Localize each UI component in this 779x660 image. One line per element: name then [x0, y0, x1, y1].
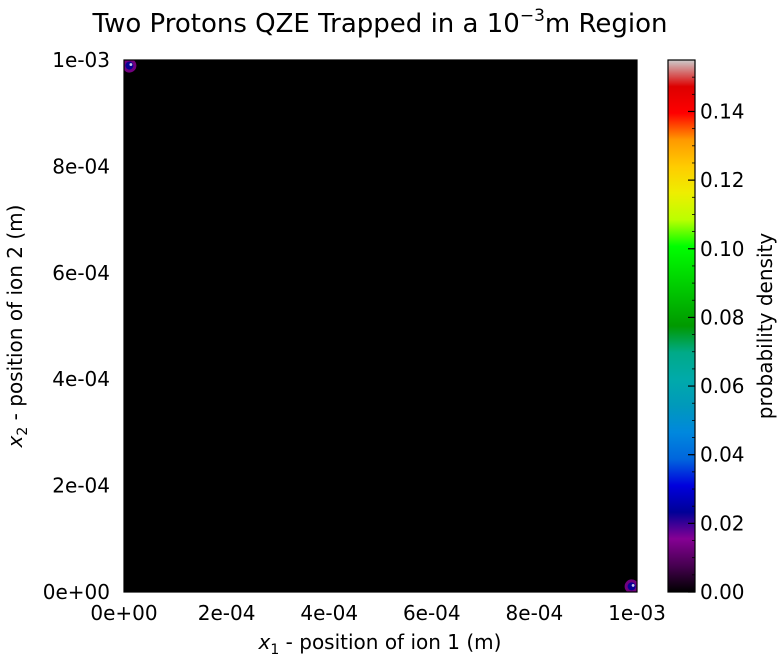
- y-tick-label: 1e-03: [52, 48, 110, 72]
- x-tick-label: 0e+00: [90, 601, 157, 625]
- colorbar-label: probability density: [753, 233, 777, 420]
- y-tick-label: 4e-04: [52, 367, 110, 391]
- colorbar-tick-label: 0.14: [700, 99, 745, 123]
- x-axis-ticks: 0e+00 2e-04 4e-04 6e-04 8e-04 1e-03: [90, 586, 666, 625]
- y-axis-label-subscript: 2: [15, 427, 31, 436]
- chart-title-superscript: −3: [520, 6, 545, 26]
- colorbar: [668, 60, 695, 592]
- colorbar-tick-label: 0.08: [700, 305, 745, 329]
- y-tick-label: 8e-04: [52, 154, 110, 178]
- x-axis-label-text: - position of ion 1 (m): [279, 630, 501, 654]
- x-tick-label: 8e-04: [506, 601, 564, 625]
- y-axis-label: x2 - position of ion 2 (m): [3, 205, 31, 449]
- colorbar-tick-label: 0.02: [700, 511, 745, 535]
- colorbar-tick-label: 0.06: [700, 374, 745, 398]
- x-axis-label-subscript: 1: [270, 642, 279, 658]
- x-axis-label: x1 - position of ion 1 (m): [258, 630, 502, 658]
- colorbar-ticks: 0.00 0.02 0.04 0.06 0.08 0.10 0.12 0.14: [688, 59, 745, 604]
- plot-frame: [123, 59, 638, 593]
- x-tick-label: 6e-04: [403, 601, 461, 625]
- y-axis-ticks: 0e+00 2e-04 4e-04 6e-04 8e-04 1e-03: [43, 48, 130, 604]
- hotspot-core: [627, 582, 636, 591]
- colorbar-tick-label: 0.12: [700, 168, 745, 192]
- chart-title: Two Protons QZE Trapped in a 10−3m Regio…: [92, 6, 668, 39]
- hotspot-highlight: [631, 584, 635, 587]
- heatmap-plot-area: [124, 60, 637, 592]
- x-tick-label: 4e-04: [300, 601, 358, 625]
- x-tick-label: 1e-03: [608, 601, 666, 625]
- heatmap-hotspot: [124, 60, 137, 73]
- y-tick-label: 2e-04: [52, 474, 110, 498]
- y-axis-label-symbol: x: [3, 435, 27, 448]
- y-axis-label-text: - position of ion 2 (m): [3, 205, 27, 427]
- heatmap-hotspot: [624, 579, 637, 592]
- hotspot-core: [125, 61, 134, 70]
- heatmap-hotspots: [124, 60, 637, 592]
- hotspot-highlight: [129, 63, 133, 66]
- y-tick-label: 6e-04: [52, 261, 110, 285]
- colorbar-tick-label: 0.04: [700, 443, 745, 467]
- colorbar-tick-label: 0.10: [700, 237, 745, 261]
- x-axis-label-symbol: x: [258, 630, 271, 654]
- chart-title-main: Two Protons QZE Trapped in a 10: [92, 9, 520, 39]
- colorbar-tick-label: 0.00: [700, 580, 745, 604]
- y-tick-label: 0e+00: [43, 580, 110, 604]
- colorbar-frame: [667, 59, 696, 593]
- x-tick-label: 2e-04: [198, 601, 256, 625]
- chart-title-suffix: m Region: [545, 9, 668, 39]
